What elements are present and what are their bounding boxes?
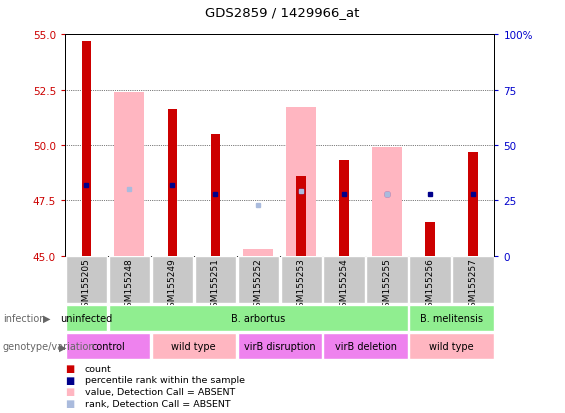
FancyBboxPatch shape bbox=[367, 256, 407, 303]
Text: B. melitensis: B. melitensis bbox=[420, 313, 483, 323]
Bar bbox=[425, 223, 434, 256]
Text: genotype/variation: genotype/variation bbox=[3, 342, 95, 351]
Text: infection: infection bbox=[3, 313, 45, 323]
Bar bbox=[468, 152, 477, 256]
Text: value, Detection Call = ABSENT: value, Detection Call = ABSENT bbox=[85, 387, 235, 396]
Bar bbox=[297, 176, 306, 256]
Text: ▶: ▶ bbox=[43, 313, 50, 323]
Bar bbox=[211, 135, 220, 256]
Text: GSM155248: GSM155248 bbox=[125, 258, 134, 313]
Text: GSM155253: GSM155253 bbox=[297, 258, 306, 313]
Text: GDS2859 / 1429966_at: GDS2859 / 1429966_at bbox=[205, 6, 360, 19]
Text: GSM155256: GSM155256 bbox=[425, 258, 434, 313]
Text: GSM155252: GSM155252 bbox=[254, 258, 263, 313]
FancyBboxPatch shape bbox=[324, 334, 407, 359]
Text: ■: ■ bbox=[65, 363, 74, 373]
Bar bbox=[286, 108, 316, 256]
Text: virB disruption: virB disruption bbox=[244, 342, 315, 351]
Text: count: count bbox=[85, 364, 111, 373]
FancyBboxPatch shape bbox=[324, 256, 364, 303]
FancyBboxPatch shape bbox=[410, 334, 493, 359]
Text: ■: ■ bbox=[65, 375, 74, 385]
FancyBboxPatch shape bbox=[66, 334, 150, 359]
FancyBboxPatch shape bbox=[281, 256, 321, 303]
Text: control: control bbox=[91, 342, 125, 351]
FancyBboxPatch shape bbox=[152, 256, 193, 303]
Text: percentile rank within the sample: percentile rank within the sample bbox=[85, 375, 245, 385]
Text: wild type: wild type bbox=[429, 342, 473, 351]
Bar bbox=[372, 148, 402, 256]
Bar bbox=[243, 249, 273, 256]
FancyBboxPatch shape bbox=[410, 306, 493, 331]
Text: wild type: wild type bbox=[172, 342, 216, 351]
Bar bbox=[82, 42, 91, 256]
Text: ▶: ▶ bbox=[59, 342, 66, 351]
FancyBboxPatch shape bbox=[238, 334, 321, 359]
Text: ■: ■ bbox=[65, 387, 74, 396]
Text: GSM155251: GSM155251 bbox=[211, 258, 220, 313]
Text: GSM155255: GSM155255 bbox=[383, 258, 392, 313]
Bar bbox=[168, 110, 177, 256]
Text: GSM155254: GSM155254 bbox=[340, 258, 349, 313]
Text: rank, Detection Call = ABSENT: rank, Detection Call = ABSENT bbox=[85, 399, 231, 408]
Bar bbox=[340, 161, 349, 256]
Text: GSM155257: GSM155257 bbox=[468, 258, 477, 313]
Text: GSM155249: GSM155249 bbox=[168, 258, 177, 313]
FancyBboxPatch shape bbox=[66, 256, 107, 303]
Text: virB deletion: virB deletion bbox=[334, 342, 397, 351]
Text: uninfected: uninfected bbox=[60, 313, 112, 323]
FancyBboxPatch shape bbox=[195, 256, 236, 303]
FancyBboxPatch shape bbox=[66, 306, 107, 331]
Text: GSM155205: GSM155205 bbox=[82, 258, 91, 313]
FancyBboxPatch shape bbox=[410, 256, 450, 303]
Text: ■: ■ bbox=[65, 398, 74, 408]
Bar bbox=[114, 93, 145, 256]
FancyBboxPatch shape bbox=[238, 256, 279, 303]
FancyBboxPatch shape bbox=[109, 256, 150, 303]
Text: B. arbortus: B. arbortus bbox=[231, 313, 285, 323]
FancyBboxPatch shape bbox=[453, 256, 493, 303]
FancyBboxPatch shape bbox=[109, 306, 407, 331]
FancyBboxPatch shape bbox=[152, 334, 236, 359]
